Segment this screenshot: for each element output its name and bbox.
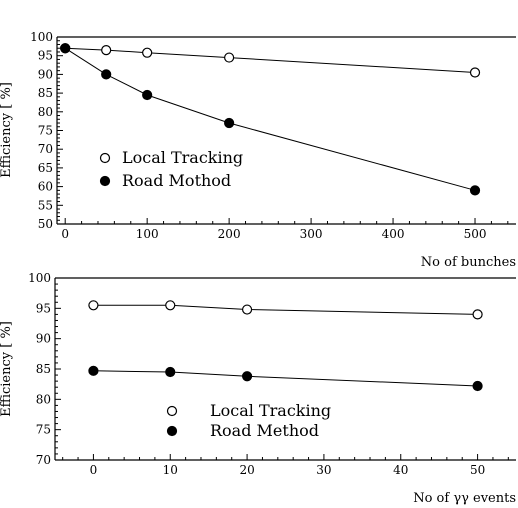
chart-0-ytick-label: 65 — [38, 161, 53, 175]
chart-0-series-1-point — [101, 69, 112, 80]
chart-1-series-1-line — [93, 370, 478, 387]
chart-0-series-1-point — [142, 89, 153, 101]
chart-0-ytick-label: 55 — [38, 198, 53, 212]
chart-0-x-axis-title: No of bunches — [421, 255, 516, 270]
chart-1-series-0-point — [241, 304, 253, 315]
chart-0-series-0-point — [469, 67, 481, 78]
chart-1-ytick-label: 90 — [36, 332, 51, 346]
chart-1-legend-marker-1 — [166, 425, 178, 437]
chart-1-xtick-label: 50 — [470, 463, 485, 477]
chart-0-ytick-label: 90 — [38, 67, 53, 81]
chart-0-series-1-point — [224, 117, 235, 129]
chart-1-xtick-label: 30 — [316, 463, 331, 477]
chart-0-legend-label-1: Road Mothod — [122, 171, 231, 190]
chart-0-xtick-label: 300 — [300, 227, 323, 241]
chart-1-xtick-label: 10 — [163, 463, 178, 477]
chart-1-series-1-point — [165, 366, 176, 378]
chart-1-series-0-point — [165, 300, 176, 311]
chart-0-series-0-line — [65, 47, 476, 73]
chart-0-xtick-label: 100 — [136, 227, 159, 241]
chart-1-legend-label-1: Road Method — [210, 421, 319, 440]
chart-0-y-axis-title: Efficiency [ %] — [0, 82, 14, 178]
chart-0-ytick-label: 100 — [30, 30, 53, 44]
chart-0-ytick-label: 50 — [38, 217, 53, 231]
chart-0-series-1-point — [469, 185, 481, 196]
chart-1-series-1-point — [241, 371, 253, 382]
chart-0-series-0-point — [224, 52, 235, 63]
chart-0-ytick-label: 70 — [38, 142, 53, 156]
chart-1-series-0-line — [93, 304, 478, 315]
chart-1-ytick-label: 80 — [36, 392, 51, 406]
chart-1-ytick-label: 95 — [36, 301, 51, 315]
chart-1-xtick-label: 20 — [239, 463, 254, 477]
chart-0-xtick-label: 200 — [218, 227, 241, 241]
chart-1-ytick-label: 70 — [36, 453, 51, 467]
bottom-chart: 70 75 80 85 90 95 100 0 10 20 30 40 50 No of γγ event… — [0, 271, 516, 506]
top-chart: 50 55 60 65 70 75 80 85 90 95 100 0 100 200 300 400 500 N… — [0, 30, 516, 270]
chart-0-legend-marker-0 — [99, 152, 111, 164]
chart-1-legend-marker-0 — [166, 405, 178, 417]
chart-0-series-0-point — [101, 44, 112, 56]
chart-0-ytick-label: 85 — [38, 86, 53, 100]
chart-1-ytick-label: 75 — [36, 423, 51, 437]
chart-0-ytick-label: 95 — [38, 49, 53, 63]
chart-0-ytick-label: 75 — [38, 124, 53, 138]
chart-0-ytick-label: 60 — [38, 180, 53, 194]
chart-0-legend-label-0: Local Tracking — [122, 148, 243, 167]
chart-0-series-1-line — [64, 47, 476, 191]
chart-1-ytick-label: 85 — [36, 362, 51, 376]
chart-1-y-axis-title: Efficiency [ %] — [0, 321, 14, 417]
chart-1-series-0-point — [88, 300, 99, 311]
chart-1-xtick-label: 40 — [393, 463, 408, 477]
chart-1-legend-label-0: Local Tracking — [210, 401, 331, 420]
chart-1-series-0-point — [472, 309, 483, 320]
chart-1-x-axis-title: No of γγ events — [413, 491, 516, 506]
chart-0-series-0-point — [142, 47, 153, 58]
chart-1-ytick-label: 100 — [28, 271, 51, 285]
chart-1-series-1-point — [88, 365, 99, 376]
chart-0-xtick-label: 500 — [464, 227, 487, 241]
chart-0-legend-marker-1 — [99, 175, 111, 187]
chart-0-series-1-point — [60, 43, 71, 54]
chart-1-series-1-point — [472, 380, 483, 392]
chart-1-xtick-label: 0 — [90, 463, 98, 477]
chart-0-ytick-label: 80 — [38, 105, 53, 119]
chart-0-xtick-label: 0 — [61, 227, 69, 241]
chart-0-xtick-label: 400 — [382, 227, 405, 241]
